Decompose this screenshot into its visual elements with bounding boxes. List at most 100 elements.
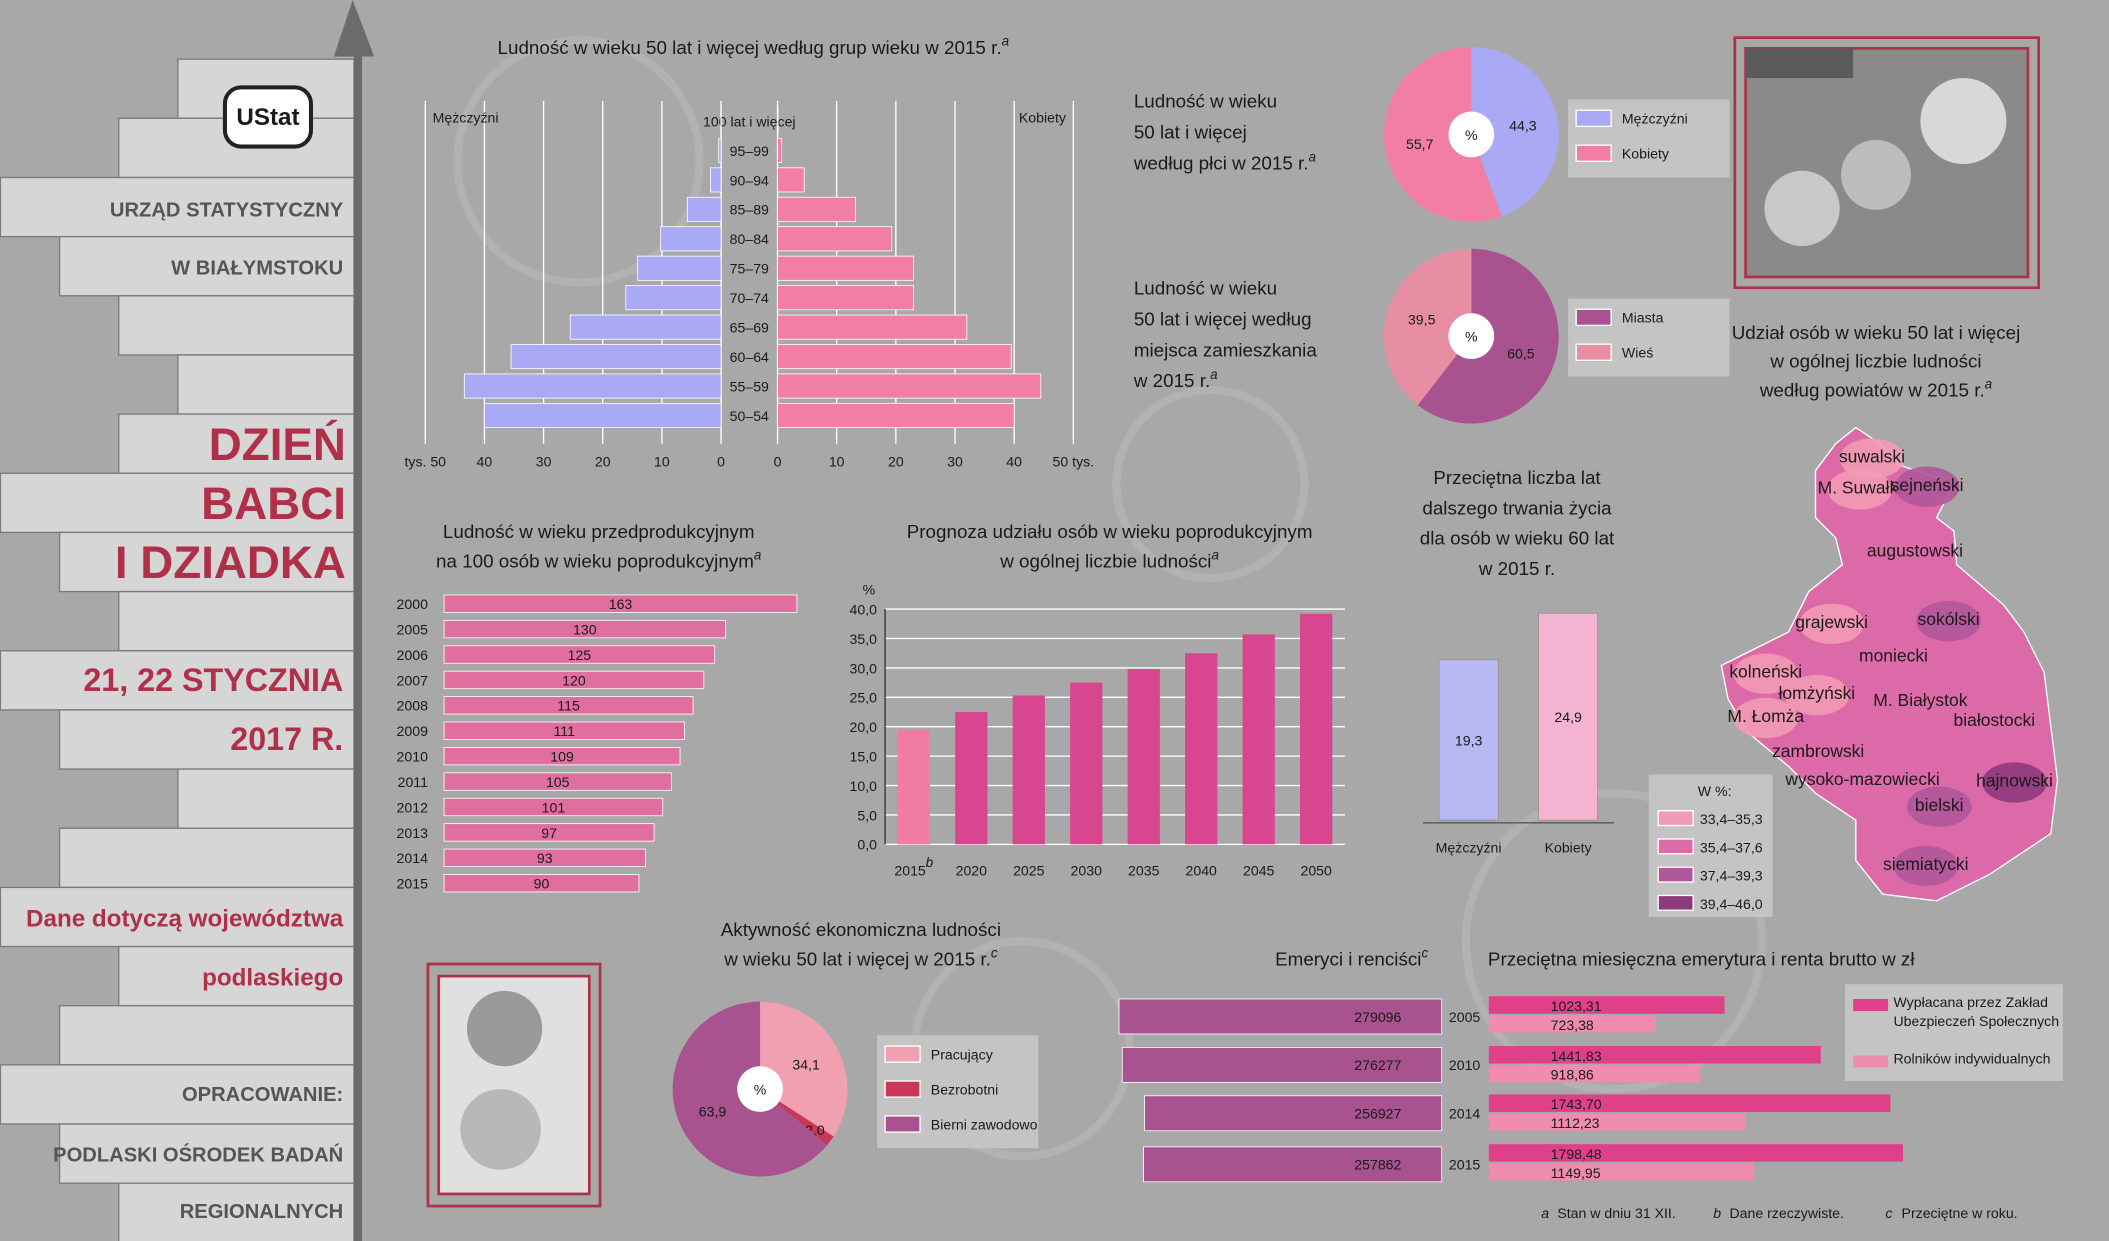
sidebar-step [0,1064,355,1125]
category-label: 2005 [1449,1009,1481,1025]
category-label: 2012 [397,799,429,815]
chart-title: na 100 osób w wieku poprodukcyjnyma [436,547,762,571]
legend-label: Rolników indywidualnych [1893,1051,2051,1068]
chart-title: Ludność w wieku 50 lat i więcej według g… [498,34,1010,58]
bar [1488,1015,1656,1033]
bar [1438,659,1499,821]
x-tick-label: 2035 [1128,862,1160,878]
chart-title: według płci w 2015 r.a [1133,149,1317,173]
event: I DZIADKA [115,537,346,588]
value-label: 105 [546,774,570,790]
legend-swatch [884,1115,921,1133]
bar [1121,1046,1443,1083]
legend-swatch [1575,109,1612,128]
value-label: 918,86 [1551,1067,1594,1083]
legend-label: Miasta [1622,310,1664,326]
legend-swatch [1853,998,1889,1012]
pie-slice [1471,47,1559,217]
x-tick-label: 2020 [956,862,988,878]
category-label: 85–89 [730,202,769,218]
region [1733,697,1799,739]
pie-center [1448,111,1495,158]
chart-title: Przeciętna liczba lat [1433,467,1601,488]
region-label: moniecki [1859,646,1928,666]
value-label: 19,3 [1455,732,1483,748]
value-label: 163 [609,596,633,612]
chart-title: Ludność w wieku [1134,91,1277,112]
value-label: 115 [557,698,580,714]
x-tick-label: 0 [774,454,782,470]
category-label: 55–59 [730,378,769,394]
chart-title: dla osób w wieku 60 lat [1420,528,1615,549]
value-label: 279096 [1354,1009,1401,1025]
bar [443,848,646,867]
footnote-mark: a [754,547,762,562]
sidebar-step [177,768,355,829]
sidebar-step [118,295,355,356]
x-tick-label: tys. 50 [404,454,446,470]
legend-swatch [1657,866,1694,883]
region-label: białostocki [1954,710,2036,730]
value-label: 256927 [1354,1106,1401,1122]
sidebar-step [0,650,355,711]
bar [1488,1094,1891,1112]
value-label: 55,7 [1406,136,1434,152]
footnote-text: Przeciętne w roku. [1902,1205,2018,1221]
region [1906,786,1972,827]
region [1733,653,1799,694]
legend-label: 37,4–39,3 [1700,868,1763,884]
bar [463,373,722,399]
footnote-mark: c [1885,1205,1892,1221]
region [1785,732,1851,774]
x-tick-label: 2030 [1071,862,1103,878]
value-label: 120 [562,672,586,688]
x-tick-label: 20 [595,454,611,470]
y-tick-label: 20,0 [850,719,878,735]
bar [777,108,779,134]
x-tick-label: 2040 [1186,862,1218,878]
pie-slice [1383,47,1502,222]
chart-title: Emeryci i renciścic [1275,945,1428,969]
legend-title: W %: [1698,783,1732,799]
chart-title: Udział osób w wieku 50 lat i więcej [1732,322,2021,343]
legend-label-box: Rolników indywidualnych [1893,1051,2051,1068]
footnote-mark: a [1541,1205,1549,1221]
bar [777,314,968,340]
legend-swatch [1575,343,1612,362]
sidebar-step [118,590,355,652]
logo-text: UStat [236,104,299,131]
bar [1012,695,1045,845]
bar [443,772,672,791]
legend-label: Wieś [1622,345,1653,361]
photo [426,962,602,1208]
legend-swatch [1657,838,1694,855]
footnote-mark: a [1210,367,1218,382]
value-label: 97 [541,825,557,841]
footnote-mark: b [1713,1205,1721,1221]
footnote-mark: a [1212,547,1220,562]
bar [443,797,664,817]
footnote-text: Stan w dniu 31 XII. [1557,1205,1675,1221]
bar [777,196,857,222]
date: 21, 22 STYCZNIA [83,662,343,698]
bar [1118,998,1443,1035]
author: REGIONALNYCH [180,1201,344,1223]
category-label: 95–99 [730,143,769,159]
value-label: 63,9 [699,1104,727,1120]
sidebar-bar [354,53,363,1241]
value-label: 125 [568,647,592,663]
sidebar-step [118,1182,355,1241]
y-tick-label: 40,0 [850,601,878,617]
category-label: 75–79 [730,261,769,277]
bar [443,670,705,690]
bar [443,696,694,715]
region [1916,601,1981,642]
value-label: 24,9 [1554,709,1582,725]
bar [625,285,722,311]
footnote-mark: a [1308,149,1316,164]
chart-title: w ogólnej liczbie ludności [1769,351,1981,372]
logo: UStat [222,85,313,149]
pie-slice [1383,248,1472,406]
category-label: 2015 [397,876,429,892]
